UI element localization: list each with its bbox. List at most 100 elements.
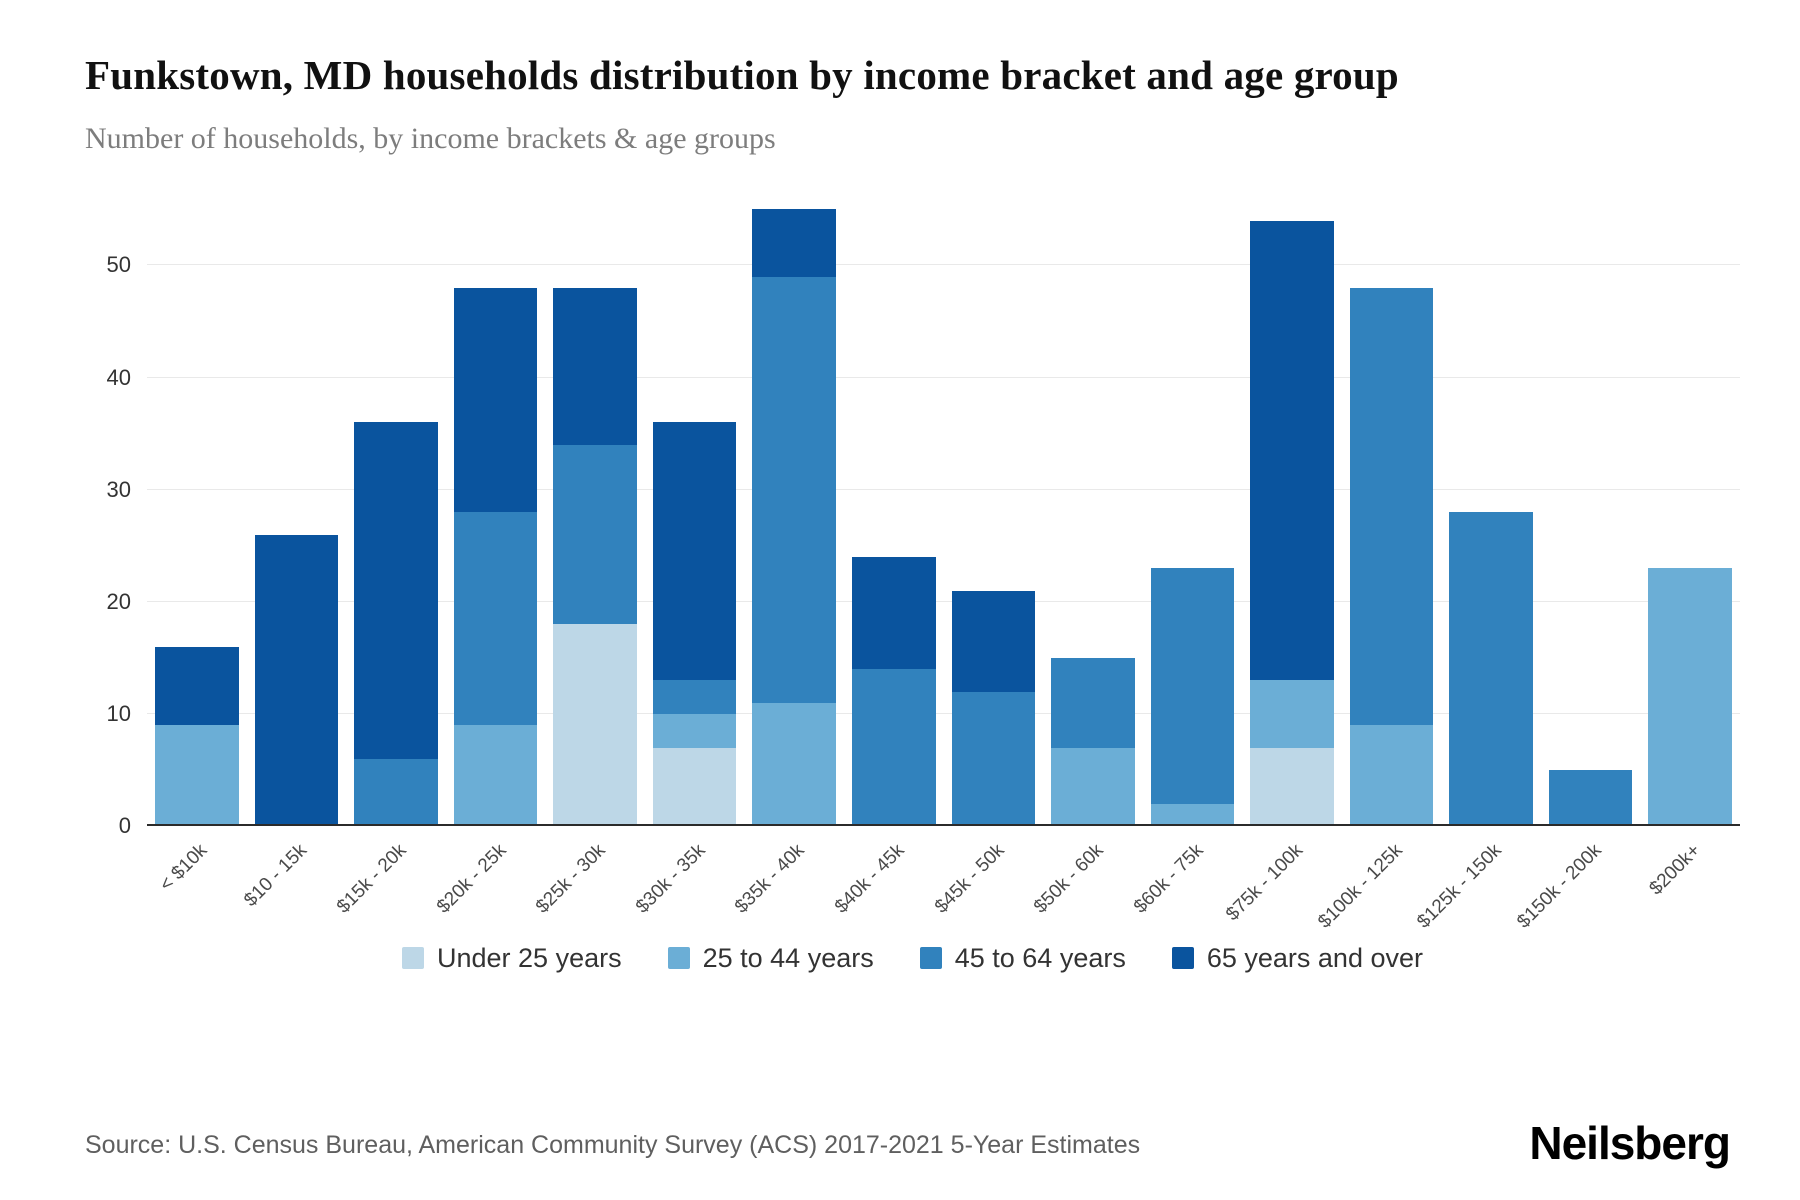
bar-75k-100k <box>1242 198 1342 827</box>
x-tick: $200k+ <box>1640 826 1740 934</box>
bar-100k-125k <box>1342 198 1442 827</box>
bar-stack <box>254 198 339 827</box>
bar-segment <box>553 624 637 827</box>
legend-swatch <box>919 947 942 970</box>
bar-segment <box>1449 512 1533 827</box>
bar-segment <box>1051 747 1135 827</box>
x-tick-label: $10 - 15k <box>240 840 312 911</box>
bar-25k-30k <box>545 198 645 827</box>
bar-stack <box>1051 198 1135 827</box>
legend-item: 65 years and over <box>1171 942 1423 974</box>
bar-stack <box>1648 198 1732 827</box>
bar-segment <box>1250 680 1334 748</box>
bar-10k <box>147 198 247 827</box>
bars <box>147 198 1740 827</box>
bar-stack <box>652 198 737 827</box>
bar-segment <box>1349 287 1434 726</box>
x-tick: $25k - 30k <box>532 826 645 934</box>
x-tick: $40k - 45k <box>831 826 944 934</box>
legend-swatch <box>402 947 424 970</box>
y-tick-label: 10 <box>106 700 131 726</box>
x-axis: < $10k $10 - 15k $15k - 20k $20k - 25k $25k … <box>147 826 1740 934</box>
bar-segment <box>354 758 438 827</box>
y-tick-label: 30 <box>106 476 131 502</box>
y-tick-label: 20 <box>106 588 131 614</box>
gridline <box>147 712 1740 714</box>
x-tick-label: $200k+ <box>1645 840 1706 900</box>
legend-label: 45 to 64 years <box>954 942 1126 973</box>
bar-segment <box>1648 568 1732 827</box>
bar-segment <box>155 646 239 726</box>
bar-chart: 0 10 20 30 40 50 < $10k $10 - 15k $15k - 20k $20… <box>85 198 1740 934</box>
bar-30k-35k <box>645 198 745 827</box>
gridline <box>147 376 1740 378</box>
x-tick: $15k - 20k <box>333 826 446 934</box>
bar-stack <box>1449 198 1533 827</box>
bar-stack <box>553 198 637 827</box>
bar-segment <box>951 590 1036 692</box>
legend: Under 25 years 25 to 44 years 45 to 64 yea… <box>85 936 1740 980</box>
legend-label: 65 years and over <box>1206 942 1423 973</box>
bar-150k-200k <box>1541 198 1641 827</box>
x-tick: $20k - 25k <box>433 826 546 934</box>
bar-stack <box>1150 198 1235 827</box>
bar-stack <box>851 198 936 827</box>
x-tick: $60k - 75k <box>1130 826 1243 934</box>
bar-segment <box>354 422 438 759</box>
bar-stack <box>1250 198 1334 827</box>
bar-segment <box>951 691 1036 827</box>
y-tick-label: 0 <box>118 813 131 839</box>
bar-segment <box>1051 657 1135 748</box>
bar-segment <box>1349 725 1434 827</box>
bar-segment <box>652 713 737 748</box>
bar-segment <box>1150 568 1235 804</box>
bar-60k-75k <box>1143 198 1243 827</box>
bar-segment <box>553 444 637 625</box>
legend-swatch <box>1171 947 1194 970</box>
x-tick: $150k - 200k <box>1513 826 1641 934</box>
gridline <box>147 600 1740 602</box>
source-text: Source: U.S. Census Bureau, American Com… <box>85 1131 1141 1159</box>
y-axis: 0 10 20 30 40 50 <box>85 198 147 838</box>
bar-45k-50k <box>944 198 1044 827</box>
bar-15k-20k <box>346 198 446 827</box>
bar-segment <box>453 725 538 827</box>
gridline <box>147 824 1740 827</box>
y-tick-label: 40 <box>106 364 131 390</box>
bar-125k-150k <box>1441 198 1541 827</box>
bar-segment <box>254 534 339 827</box>
bar-segment <box>453 287 538 513</box>
gridline <box>147 488 1740 490</box>
bar-segment <box>752 702 836 827</box>
bar-stack <box>155 198 239 827</box>
x-tick: $50k - 60k <box>1030 826 1143 934</box>
bar-50k-60k <box>1043 198 1143 827</box>
bar-40k-45k <box>844 198 944 827</box>
bar-20k-25k <box>446 198 546 827</box>
x-tick: $10 - 15k <box>240 826 347 934</box>
footer: Source: U.S. Census Bureau, American Com… <box>85 1116 1740 1170</box>
legend-label: 25 to 44 years <box>702 942 874 973</box>
x-tick: $30k - 35k <box>632 826 745 934</box>
legend-item: Under 25 years <box>402 943 622 974</box>
bar-35k-40k <box>744 198 844 827</box>
bar-segment <box>1150 803 1235 827</box>
legend-label: Under 25 years <box>437 942 622 973</box>
bar-segment <box>752 209 836 277</box>
bar-segment <box>155 725 239 827</box>
bar-segment <box>851 669 936 827</box>
plot-area <box>147 198 1740 827</box>
bar-stack <box>951 198 1036 827</box>
gridline <box>147 264 1740 266</box>
bar-stack <box>354 198 438 827</box>
bar-10-15k <box>247 198 347 827</box>
bar-segment <box>652 680 737 714</box>
bar-segment <box>453 512 538 726</box>
chart-subtitle: Number of households, by income brackets… <box>85 122 776 156</box>
legend-swatch <box>667 947 690 970</box>
legend-item: 45 to 64 years <box>919 942 1126 974</box>
bar-200k <box>1640 198 1740 827</box>
bar-segment <box>1250 220 1334 681</box>
legend-item: 25 to 44 years <box>667 942 874 974</box>
